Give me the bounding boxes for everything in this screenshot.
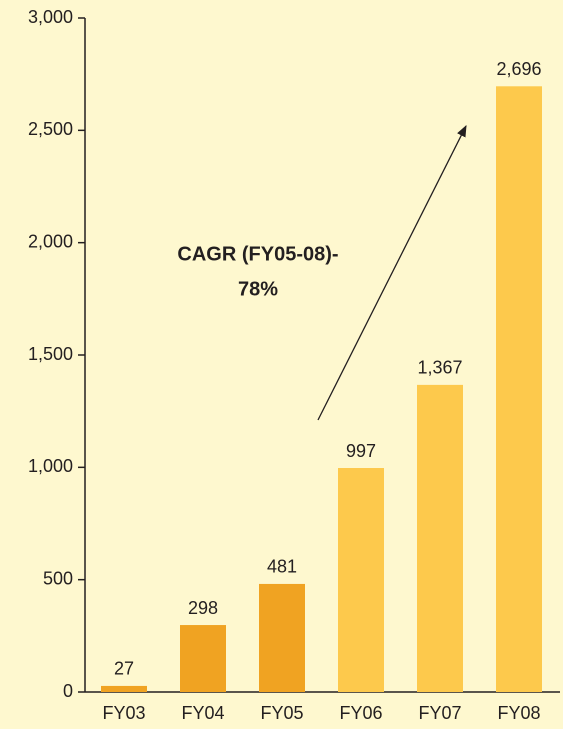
bar <box>496 86 542 693</box>
y-tick-label: 1,000 <box>28 456 73 476</box>
data-label: 27 <box>114 659 134 679</box>
data-label: 481 <box>267 557 297 577</box>
bar <box>180 625 226 692</box>
y-tick-label: 3,000 <box>28 7 73 27</box>
bar <box>101 685 147 692</box>
bar <box>338 468 384 692</box>
data-label: 1,367 <box>417 358 462 378</box>
data-label: 2,696 <box>496 59 541 79</box>
x-tick-label: FY04 <box>181 703 224 723</box>
y-tick-label: 2,000 <box>28 231 73 251</box>
bar <box>417 384 463 692</box>
annotation: CAGR (FY05-08)- <box>177 243 338 265</box>
y-tick-label: 500 <box>43 568 73 588</box>
x-tick-label: FY03 <box>102 703 145 723</box>
y-tick-label: 1,500 <box>28 344 73 364</box>
annotation: 78% <box>238 278 278 300</box>
cagr-arrow <box>317 124 467 421</box>
x-tick-label: FY08 <box>497 703 540 723</box>
x-tick-label: FY06 <box>339 703 382 723</box>
y-tick-label: 2,500 <box>28 119 73 139</box>
bar <box>259 583 305 692</box>
y-tick-label: 0 <box>63 681 73 701</box>
data-label: 997 <box>346 441 376 461</box>
x-tick-label: FY07 <box>418 703 461 723</box>
x-tick-label: FY05 <box>260 703 303 723</box>
data-label: 298 <box>188 598 218 618</box>
